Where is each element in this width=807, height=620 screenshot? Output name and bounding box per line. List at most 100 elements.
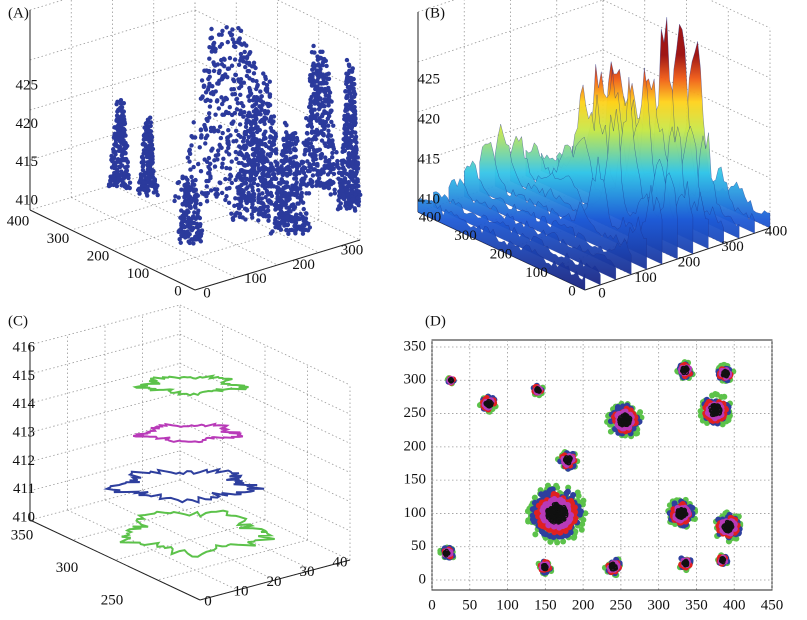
point <box>284 205 289 210</box>
point <box>111 149 116 154</box>
grid-line <box>29 519 201 601</box>
point <box>219 32 224 37</box>
point <box>149 172 154 177</box>
point <box>326 123 331 128</box>
point <box>254 107 259 113</box>
point <box>209 148 214 153</box>
point <box>233 196 238 201</box>
point <box>259 107 264 113</box>
point <box>191 164 196 170</box>
point <box>307 225 313 230</box>
point <box>206 68 212 74</box>
point <box>213 89 218 94</box>
grid-line <box>179 362 351 444</box>
point <box>305 168 311 174</box>
point <box>308 114 313 120</box>
point <box>220 112 225 117</box>
point <box>284 214 290 219</box>
point <box>350 155 355 160</box>
point <box>229 211 234 216</box>
point <box>216 106 222 111</box>
tick-label: 250 <box>101 592 124 608</box>
point <box>355 155 360 160</box>
point <box>322 141 327 146</box>
point <box>182 224 187 230</box>
point <box>215 81 220 86</box>
point <box>578 526 585 533</box>
point <box>321 76 326 81</box>
point <box>252 95 257 100</box>
point <box>251 171 257 176</box>
tick-label: 100 <box>525 265 548 281</box>
point <box>224 194 229 199</box>
point <box>219 95 224 100</box>
point <box>242 176 247 181</box>
point <box>121 120 127 126</box>
point <box>301 206 306 212</box>
point <box>282 194 288 199</box>
point <box>127 180 133 185</box>
point <box>244 186 249 191</box>
point <box>226 200 232 205</box>
point <box>572 515 579 522</box>
point <box>234 107 240 112</box>
point <box>302 227 307 232</box>
point <box>197 215 203 221</box>
point <box>119 148 124 153</box>
point <box>347 198 352 203</box>
point <box>142 125 147 130</box>
point <box>317 169 323 174</box>
surface-strip <box>448 178 616 280</box>
point <box>320 112 325 117</box>
point <box>273 203 279 208</box>
point <box>318 153 323 158</box>
point <box>242 162 247 168</box>
point <box>191 241 196 246</box>
point <box>251 119 257 125</box>
point <box>255 84 260 89</box>
point <box>713 391 720 398</box>
point <box>270 121 275 126</box>
point <box>321 103 327 109</box>
panel-label: (A) <box>8 5 29 21</box>
point <box>350 164 355 169</box>
point <box>154 189 159 194</box>
point <box>325 116 331 121</box>
point <box>219 165 225 170</box>
point <box>283 158 289 164</box>
point <box>121 181 127 186</box>
point <box>207 171 212 176</box>
point <box>322 97 327 102</box>
point <box>184 191 190 197</box>
point <box>247 98 252 103</box>
point <box>269 193 275 199</box>
grid-line <box>112 199 278 251</box>
point <box>143 142 148 148</box>
point <box>314 127 319 133</box>
tick-label: 200 <box>87 248 110 264</box>
x-tick-label: 150 <box>534 597 557 613</box>
point <box>326 71 331 76</box>
point <box>176 179 182 185</box>
point <box>294 180 299 185</box>
point <box>301 165 306 170</box>
point <box>308 100 313 106</box>
point <box>683 561 689 567</box>
point <box>342 143 348 149</box>
point <box>321 181 326 186</box>
tick-label: 410 <box>13 509 36 525</box>
point <box>141 158 146 164</box>
point <box>273 147 279 152</box>
point <box>349 69 355 74</box>
point <box>258 178 264 184</box>
point <box>238 76 244 82</box>
point <box>251 135 257 141</box>
point <box>290 137 296 142</box>
point <box>350 172 356 178</box>
y-tick-label: 0 <box>419 571 427 587</box>
point <box>208 98 213 104</box>
tick-label: 400 <box>419 209 442 225</box>
point <box>227 166 233 171</box>
point <box>566 516 573 523</box>
